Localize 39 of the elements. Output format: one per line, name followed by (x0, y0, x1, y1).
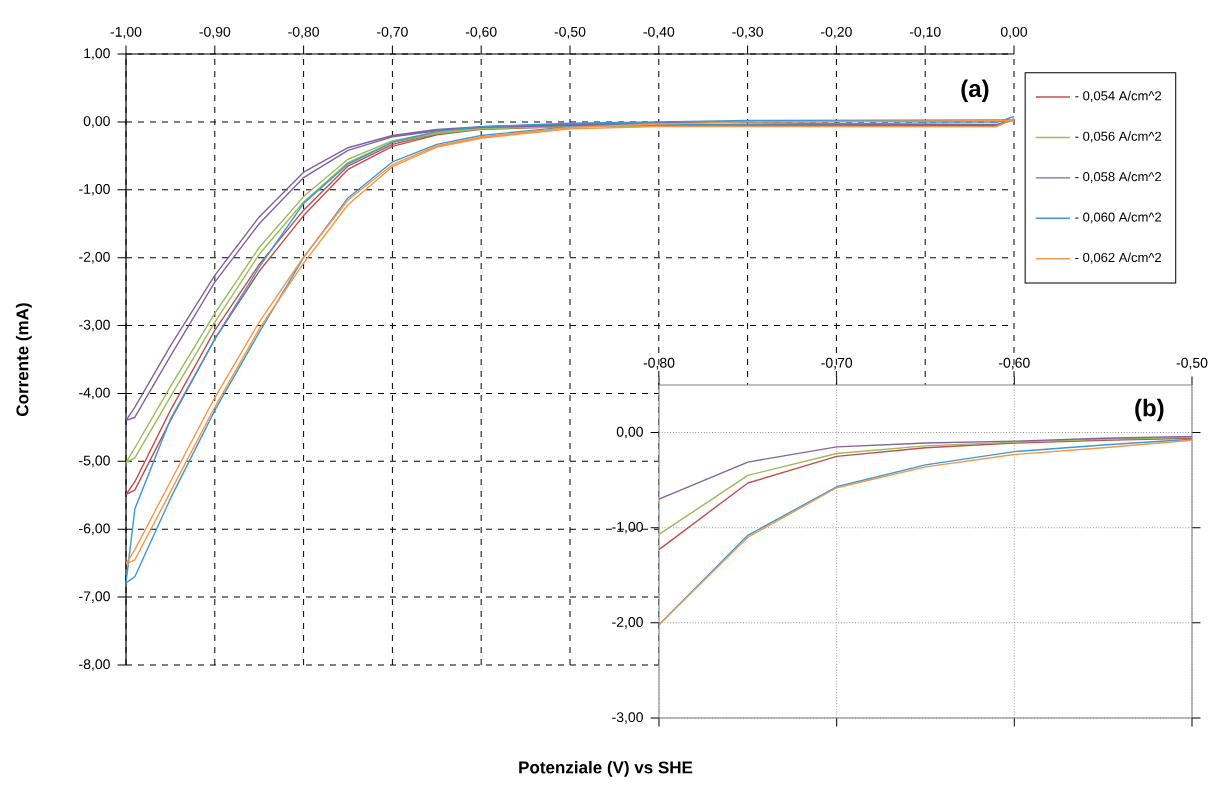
y-tick-label: -8,00 (79, 659, 110, 671)
x-tick-label: -0,70 (377, 26, 408, 39)
x-tick-label: -0,90 (199, 26, 231, 39)
x-tick-label: -0,60 (998, 357, 1030, 370)
y-tick-label: -7,00 (79, 591, 110, 603)
annotation: (a) (961, 79, 989, 102)
legend-label: - 0,054 A/cm^2 (1075, 90, 1162, 102)
y-tick-label: -6,00 (79, 523, 110, 536)
y-tick-label: -2,00 (79, 251, 110, 264)
y-tick-label: 1,00 (84, 48, 110, 60)
y-tick-label: -3,00 (612, 712, 643, 724)
y-tick-label: -5,00 (79, 455, 110, 468)
x-tick-label: -0,50 (1176, 357, 1208, 370)
x-tick-label: -0,50 (554, 26, 586, 39)
x-tick-label: -0,60 (465, 26, 497, 39)
y-tick-label: 0,00 (616, 426, 643, 439)
x-tick-label: -0,30 (732, 26, 764, 39)
y-tick-label: -2,00 (612, 617, 643, 629)
y-axis-title: Corrente (mA) (15, 303, 32, 416)
y-tick-label: 0,00 (83, 116, 110, 128)
x-tick-label: -0,20 (821, 26, 852, 39)
y-tick-label: -3,00 (79, 319, 110, 332)
legend-label: - 0,058 A/cm^2 (1075, 171, 1162, 183)
x-tick-label: -1,00 (110, 26, 142, 39)
x-tick-label: -0,80 (288, 26, 319, 39)
legend-label: - 0,060 A/cm^2 (1075, 212, 1162, 224)
x-axis-title: Potenziale (V) vs SHE (519, 760, 693, 777)
x-tick-label: -0,40 (643, 26, 675, 39)
x-tick-label: 0,00 (1000, 26, 1028, 39)
y-tick-label: -4,00 (79, 387, 110, 400)
legend-label: - 0,062 A/cm^2 (1075, 252, 1162, 264)
legend-label: - 0,056 A/cm^2 (1075, 131, 1162, 143)
x-tick-label: -0,10 (909, 26, 941, 39)
line-series (658, 435, 1192, 500)
annotation: (b) (1135, 398, 1164, 422)
y-tick-label: -1,00 (612, 521, 643, 534)
y-tick-label: -1,00 (79, 184, 110, 196)
x-tick-label: -0,80 (643, 357, 675, 370)
x-tick-label: -0,70 (821, 357, 853, 370)
